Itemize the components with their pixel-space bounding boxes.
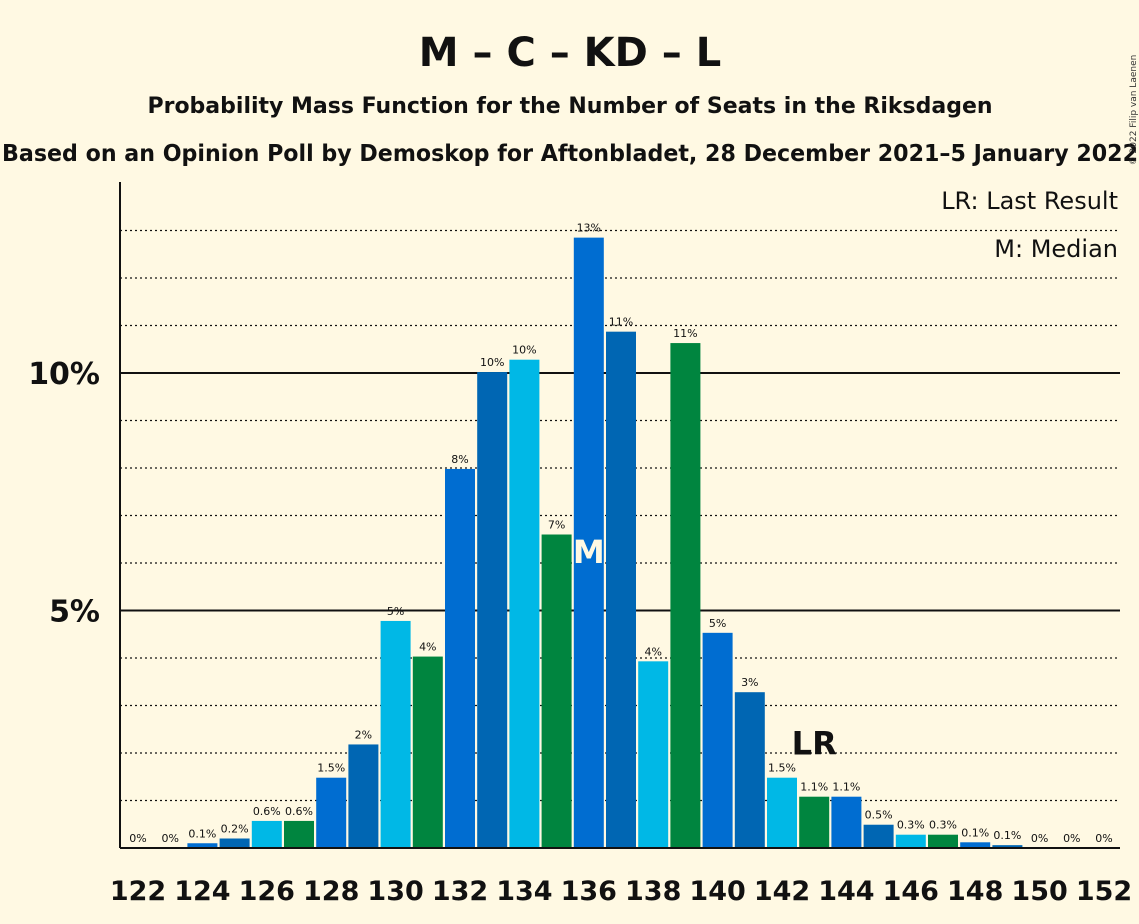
data-label: 0.6% bbox=[285, 805, 313, 818]
data-label: 1.1% bbox=[832, 781, 860, 794]
bar-seat-149 bbox=[992, 845, 1023, 848]
data-label: 0% bbox=[1095, 832, 1112, 845]
data-label: 2% bbox=[355, 728, 372, 741]
data-label: 0.2% bbox=[221, 823, 249, 836]
data-label: 13% bbox=[577, 222, 601, 235]
x-tick-label: 152 bbox=[1076, 876, 1132, 907]
bar-seat-134 bbox=[509, 359, 540, 848]
x-tick-label: 150 bbox=[1011, 876, 1067, 907]
data-label: 5% bbox=[387, 605, 404, 618]
data-label: 0.5% bbox=[865, 809, 893, 822]
y-axis-ticks: 5% 10% bbox=[28, 357, 100, 630]
data-label: 3% bbox=[741, 676, 758, 689]
data-label: 7% bbox=[548, 519, 565, 532]
data-label: 1.1% bbox=[800, 781, 828, 794]
data-label: 10% bbox=[512, 344, 536, 357]
data-label: 11% bbox=[609, 316, 633, 329]
chart-title: M – C – KD – L bbox=[419, 30, 721, 76]
data-label: 10% bbox=[480, 356, 504, 369]
data-label: 5% bbox=[709, 617, 726, 630]
x-tick-label: 122 bbox=[110, 876, 166, 907]
bar-seat-143 bbox=[799, 796, 830, 848]
bar-seat-128 bbox=[316, 777, 347, 848]
bar-seat-133 bbox=[477, 372, 508, 848]
y-tick-label: 5% bbox=[49, 595, 100, 630]
data-label: 1.5% bbox=[768, 762, 796, 775]
bar-seat-140 bbox=[702, 632, 733, 848]
data-label: 0.1% bbox=[993, 829, 1021, 842]
bar-seat-141 bbox=[734, 692, 765, 848]
data-label: 0.1% bbox=[188, 827, 216, 840]
x-axis-ticks: 122 124 126 128 130 132 134 136 138 140 142 144 146 1… bbox=[110, 876, 1132, 907]
bar-seat-148 bbox=[960, 842, 991, 848]
data-label: 0.3% bbox=[929, 819, 957, 832]
data-label: 0.1% bbox=[961, 826, 989, 839]
x-tick-label: 144 bbox=[818, 876, 874, 907]
x-tick-label: 142 bbox=[754, 876, 810, 907]
chart-subtitle-poll: Based on an Opinion Poll by Demoskop for… bbox=[2, 141, 1138, 167]
x-tick-label: 126 bbox=[239, 876, 295, 907]
bar-seat-132 bbox=[445, 468, 475, 848]
data-label: 0.3% bbox=[897, 819, 925, 832]
bar-seat-127 bbox=[284, 820, 314, 848]
bar-seat-136 bbox=[573, 237, 604, 848]
x-tick-label: 146 bbox=[883, 876, 939, 907]
bar-seat-146 bbox=[895, 834, 926, 848]
x-tick-label: 128 bbox=[303, 876, 359, 907]
x-tick-label: 138 bbox=[625, 876, 681, 907]
bar-seat-129 bbox=[348, 744, 379, 848]
last-result-marker: LR bbox=[792, 725, 837, 763]
legend-median: M: Median bbox=[994, 235, 1118, 263]
markers: M LR bbox=[573, 533, 837, 763]
x-tick-label: 132 bbox=[432, 876, 488, 907]
data-label: 0.6% bbox=[253, 805, 281, 818]
bar-seat-131 bbox=[412, 656, 443, 848]
x-tick-label: 124 bbox=[174, 876, 230, 907]
bar-seat-142 bbox=[767, 777, 797, 848]
data-label: 4% bbox=[644, 645, 661, 658]
bar-seat-138 bbox=[638, 661, 669, 848]
copyright-note: © 2022 Filip van Laenen bbox=[1129, 55, 1139, 166]
bar-seat-130 bbox=[380, 620, 411, 848]
chart-subtitle: Probability Mass Function for the Number… bbox=[147, 94, 992, 119]
data-label: 1.5% bbox=[317, 762, 345, 775]
bar-seat-145 bbox=[863, 824, 894, 848]
bar-seat-139 bbox=[670, 343, 701, 848]
bar-seat-135 bbox=[541, 534, 572, 848]
legend-last-result: LR: Last Result bbox=[941, 187, 1118, 215]
data-label: 11% bbox=[673, 327, 697, 340]
data-label: 4% bbox=[419, 641, 436, 654]
data-label: 8% bbox=[451, 453, 468, 466]
median-marker: M bbox=[573, 533, 605, 571]
data-label: 0% bbox=[129, 832, 146, 845]
x-tick-label: 134 bbox=[496, 876, 552, 907]
x-tick-label: 148 bbox=[947, 876, 1003, 907]
x-tick-label: 140 bbox=[689, 876, 745, 907]
bar-seat-124 bbox=[187, 843, 218, 848]
bar-seat-125 bbox=[219, 838, 250, 848]
bar-seat-137 bbox=[606, 331, 636, 848]
x-tick-label: 136 bbox=[561, 876, 617, 907]
y-tick-label: 10% bbox=[28, 357, 100, 392]
bar-seat-147 bbox=[928, 834, 958, 848]
data-labels: 0% 0% 0.1% 0.2% 0.6% 0.6% 1.5% 2% 5% 4% 8% 10% 10% 7%… bbox=[129, 222, 1112, 845]
data-label: 0% bbox=[1063, 832, 1080, 845]
bar-seat-126 bbox=[251, 820, 282, 848]
data-label: 0% bbox=[161, 832, 178, 845]
bar-seat-144 bbox=[831, 796, 862, 848]
x-tick-label: 130 bbox=[367, 876, 423, 907]
data-label: 0% bbox=[1031, 832, 1048, 845]
bars bbox=[187, 237, 1023, 848]
